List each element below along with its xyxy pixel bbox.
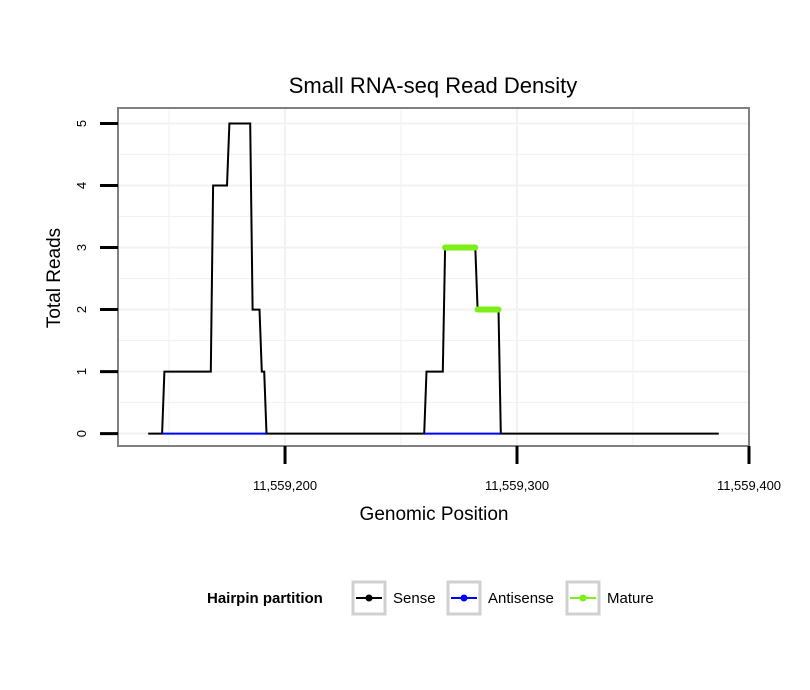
legend-label: Sense	[393, 590, 436, 607]
legend-key-dot	[579, 594, 587, 602]
x-tick-label: 11,559,200	[253, 478, 317, 493]
x-tick-label: 11,559,300	[485, 478, 549, 493]
plot-panel-background	[118, 108, 749, 446]
legend-key-dot	[460, 594, 468, 602]
legend-item-antisense: Antisense	[446, 580, 554, 616]
x-axis-title: Genomic Position	[360, 504, 509, 525]
series-line-sense	[148, 122, 719, 435]
grid	[118, 108, 750, 446]
legend-label: Antisense	[488, 590, 554, 607]
y-tick-label: 4	[74, 182, 89, 189]
y-tick-label: 0	[74, 430, 89, 437]
chart-title: Small RNA-seq Read Density	[289, 73, 578, 98]
y-tick-label: 2	[74, 306, 89, 313]
y-axis-title: Total Reads	[44, 228, 65, 328]
y-tick-label: 5	[74, 120, 89, 127]
legend-item-sense: Sense	[351, 580, 436, 616]
x-tick-label: 11,559,400	[717, 478, 781, 493]
plot-panel-border	[117, 107, 750, 447]
y-tick-label: 3	[74, 244, 89, 251]
legend: Hairpin partition Sense Antisense Mature	[207, 580, 654, 616]
y-tick-label: 1	[74, 368, 89, 375]
axes: 0 1 2 3 4 5 11,559,200 11,559,300 11,559,400	[74, 120, 781, 493]
plot-data	[148, 122, 719, 435]
legend-item-mature: Mature	[565, 580, 654, 616]
legend-title: Hairpin partition	[207, 590, 323, 607]
legend-label: Mature	[607, 590, 654, 607]
legend-key-dot	[365, 594, 373, 602]
